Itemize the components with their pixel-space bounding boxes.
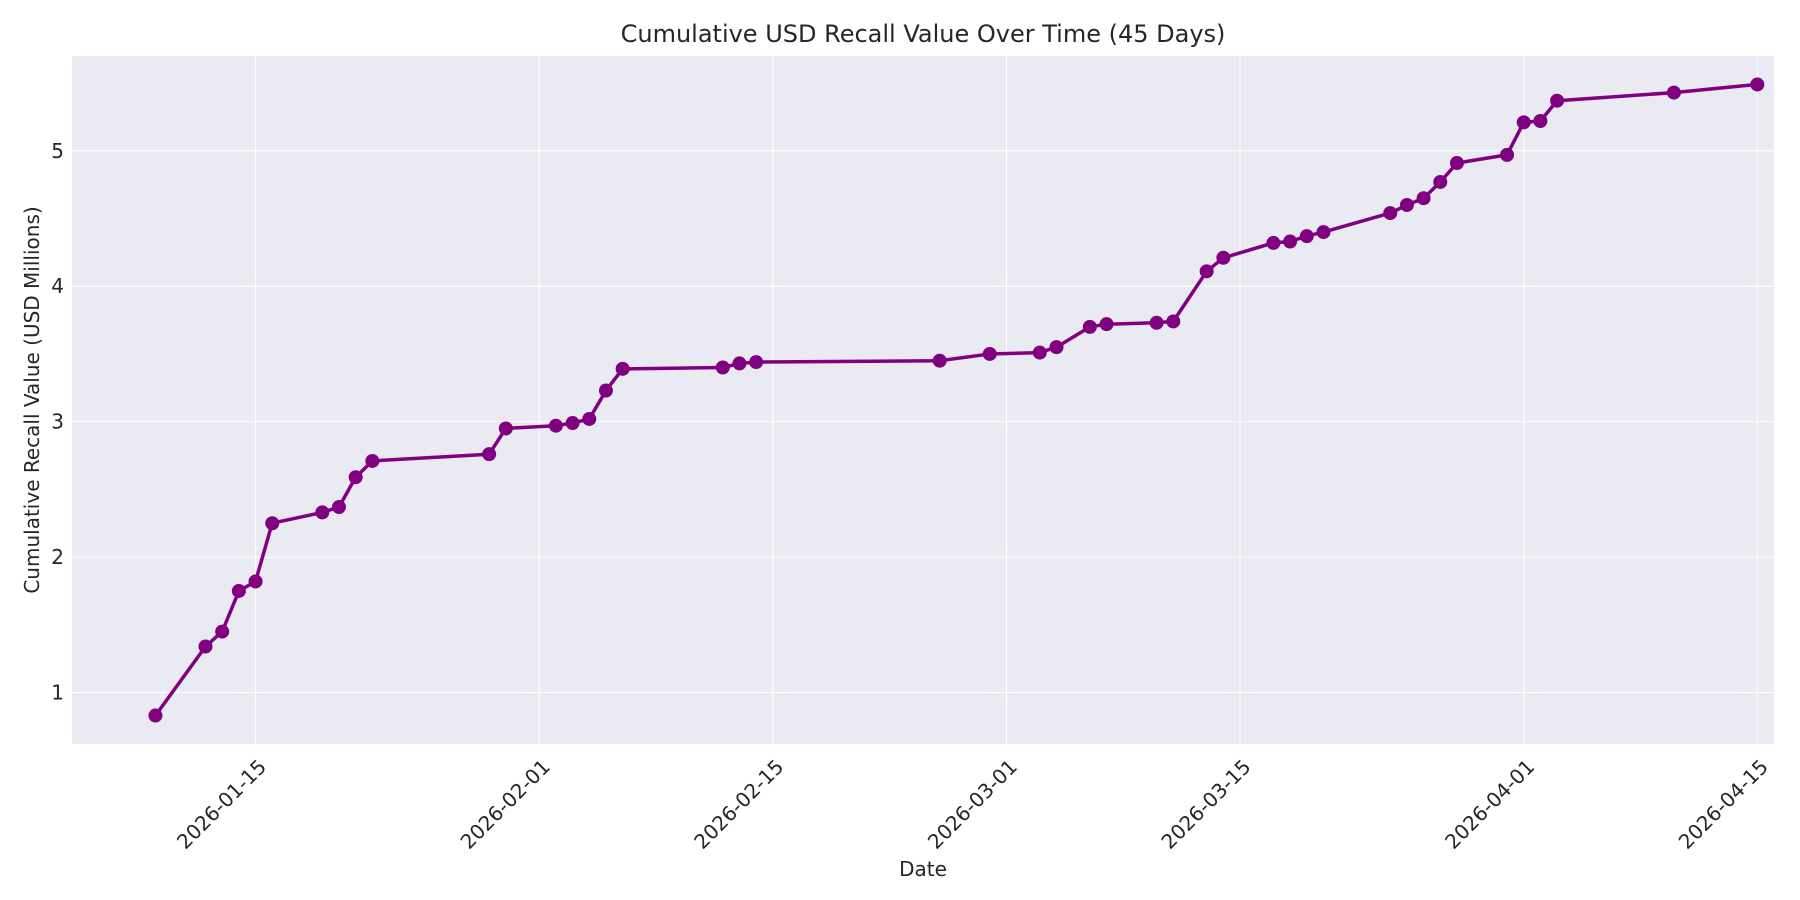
data-points [148,77,1765,723]
grid [72,56,1774,744]
data-point [615,361,630,376]
chart-title: Cumulative USD Recall Value Over Time (4… [621,20,1226,48]
y-tick-label: 3 [51,410,64,434]
data-point [1449,155,1464,170]
data-point [1049,340,1064,355]
x-axis-ticks: 2026-01-15 2026-02-01 2026-02-15 2026-03-01… [172,755,1773,854]
data-point [148,708,163,723]
data-point [348,470,363,485]
data-point [482,447,497,462]
data-point [1283,234,1298,249]
data-point [1199,264,1214,279]
plot-area [72,56,1774,744]
data-point [1550,93,1565,108]
y-tick-label: 5 [51,139,64,163]
data-point [1433,174,1448,189]
x-tick-label: 2026-04-15 [1674,755,1773,854]
data-point [1399,197,1414,212]
data-point [1383,206,1398,221]
data-point [231,583,246,598]
y-tick-label: 4 [51,274,64,298]
data-point [1166,314,1181,329]
data-point [1266,235,1281,250]
x-tick-label: 2026-02-01 [456,755,555,854]
data-point [565,416,580,431]
x-tick-label: 2026-02-15 [689,755,788,854]
data-point [598,383,613,398]
data-point [498,421,513,436]
data-point [548,418,563,433]
y-axis-ticks: 1 2 3 4 5 [51,139,64,705]
data-point [315,505,330,520]
y-tick-label: 1 [51,681,64,705]
y-axis-label: Cumulative Recall Value (USD Millions) [20,206,44,593]
data-point [248,574,263,589]
data-point [982,346,997,361]
data-point [932,353,947,368]
data-point [1099,317,1114,332]
data-point [1666,85,1681,100]
data-point [715,360,730,375]
data-point [331,499,346,514]
data-point [1500,147,1515,162]
data-point [1299,229,1314,244]
data-point [1082,319,1097,334]
data-point [582,411,597,426]
x-tick-label: 2026-03-01 [923,755,1022,854]
data-point [1533,114,1548,129]
data-point [1416,191,1431,206]
data-point [1750,77,1765,92]
data-point [365,453,380,468]
data-point [215,624,230,639]
data-point [749,355,764,370]
y-tick-label: 2 [51,545,64,569]
x-tick-label: 2026-01-15 [172,755,271,854]
data-point [1516,115,1531,130]
x-axis-label: Date [899,857,947,881]
data-point [198,639,213,654]
x-tick-label: 2026-04-01 [1440,755,1539,854]
data-point [732,356,747,371]
data-point [1216,250,1231,265]
data-point [1149,315,1164,330]
data-point [1316,225,1331,240]
data-point [1032,345,1047,360]
x-tick-label: 2026-03-15 [1156,755,1255,854]
data-point [265,516,280,531]
